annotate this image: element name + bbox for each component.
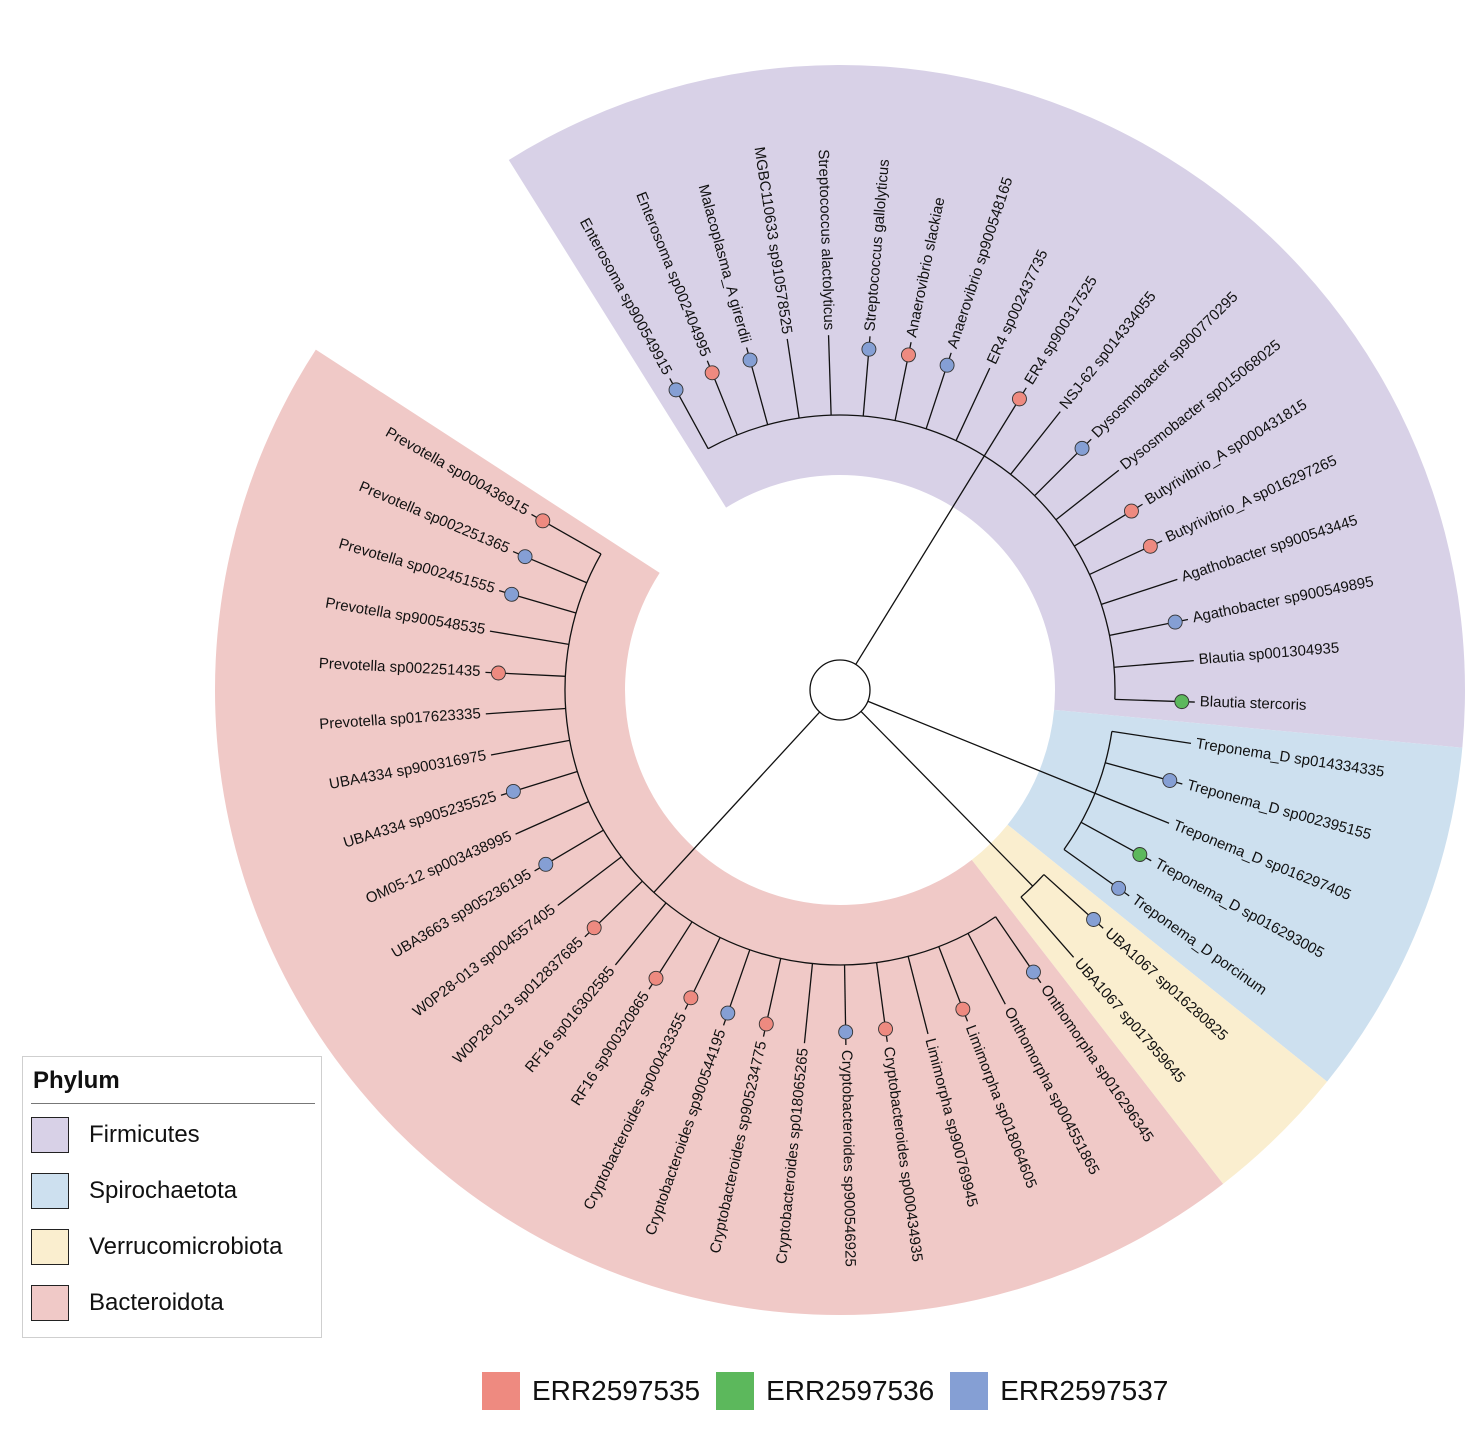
legend-swatch [31,1229,69,1265]
legend-label: Bacteroidota [89,1289,224,1316]
legend-title: Phylum [33,1067,120,1094]
leaf-branch [827,335,832,416]
legend-item-verrucomicrobiota: Verrucomicrobiota [31,1229,282,1265]
sample-legend-item: ERR2597535 [482,1372,700,1410]
phylum-legend: Phylum Firmicutes Spirochaetota Verrucom… [22,1056,322,1338]
sample-marker [758,1016,774,1032]
sample-legend-label: ERR2597535 [532,1375,701,1406]
sample-marker [1123,503,1139,519]
leaf-branch [1101,578,1178,605]
sample-marker [939,357,955,373]
root-ring [809,659,871,721]
sample-swatch [950,1372,989,1410]
phylum-sector-firmicutes [508,65,1465,748]
clade-stem [653,711,821,893]
sample-marker [505,783,521,799]
sample-legend-label: ERR2597537 [1000,1375,1169,1406]
sample-marker [861,341,877,357]
sample-marker [955,1001,971,1017]
phylum-sector-verrucomicrobiota [971,824,1328,1184]
leaf-branch [490,739,570,756]
sample-marker [901,347,916,363]
sample-marker [838,1024,854,1040]
leaf-branch [907,956,929,1035]
sample-marker [1142,538,1158,554]
clade-stem [867,700,1096,794]
sample-marker [535,513,551,529]
phylum-sectors [215,65,1465,1315]
sample-legend-item: ERR2597536 [716,1372,934,1410]
leaf-label: Blautia stercoris [1200,693,1307,714]
leaf-branch [489,630,569,646]
clade-stem [860,710,1034,887]
sample-swatch [482,1372,520,1410]
sample-marker [648,970,664,986]
leaf-branch [1020,896,1075,958]
sample-markers [490,341,1190,1040]
legend-swatch [31,1173,69,1209]
leaf-branch [967,933,1006,1005]
sample-marker [742,352,758,368]
sample-marker [1174,694,1190,710]
leaf-branch [1114,659,1194,668]
sample-marker [878,1021,893,1037]
legend-label: Firmicutes [89,1121,200,1148]
legend-label: Spirochaetota [89,1177,238,1204]
sample-legend-label: ERR2597536 [766,1375,935,1406]
sample-marker [1162,773,1178,788]
leaf-branch [955,367,991,441]
legend-label: Verrucomicrobiota [89,1233,283,1260]
legend-divider [31,1103,315,1104]
leaf-branch [485,707,566,715]
legend-item-spirochaetota: Spirochaetota [31,1173,237,1209]
sample-marker [1012,391,1027,407]
sample-marker [720,1005,736,1021]
leaf-branch [557,856,622,906]
leaf-branch [803,963,814,1044]
sample-marker [704,365,720,381]
legend-item-bacteroidota: Bacteroidota [31,1285,224,1321]
sample-marker [504,586,520,602]
sample-marker [517,549,533,565]
sample-legend: ERR2597535 ERR2597536 ERR2597537 [482,1372,1184,1410]
sample-swatch [716,1372,755,1410]
leaf-branch [1094,792,1170,824]
legend-swatch [31,1285,69,1321]
sample-marker [683,990,699,1006]
leaf-branch [1111,730,1192,745]
clade-arc [564,553,996,966]
leaf-branch [515,801,589,835]
sample-marker [1167,614,1183,630]
leaf-label: Streptococcus alactolyticus [815,149,838,330]
legend-swatch [31,1117,69,1153]
sample-marker [1111,880,1127,896]
leaf-label: Cryptobacteroides sp900546925 [838,1050,859,1267]
sample-marker [1026,964,1041,980]
sample-marker [1074,440,1090,456]
phylum-sector-bacteroidota [215,349,1224,1315]
sample-legend-item: ERR2597537 [950,1372,1168,1410]
leaf-branch [1055,469,1120,521]
sample-marker [490,665,506,681]
sample-marker [668,382,684,398]
legend-item-firmicutes: Firmicutes [31,1117,200,1153]
sample-marker [586,920,602,936]
sample-marker [1132,847,1148,862]
sample-marker [538,856,554,872]
phylum-sector-spirochaetota [1007,709,1463,1082]
leaf-branch [614,902,667,966]
clade-stem [855,455,985,665]
leaf-branch [786,338,800,419]
sample-marker [1086,912,1102,927]
leaf-branch [1010,411,1061,475]
